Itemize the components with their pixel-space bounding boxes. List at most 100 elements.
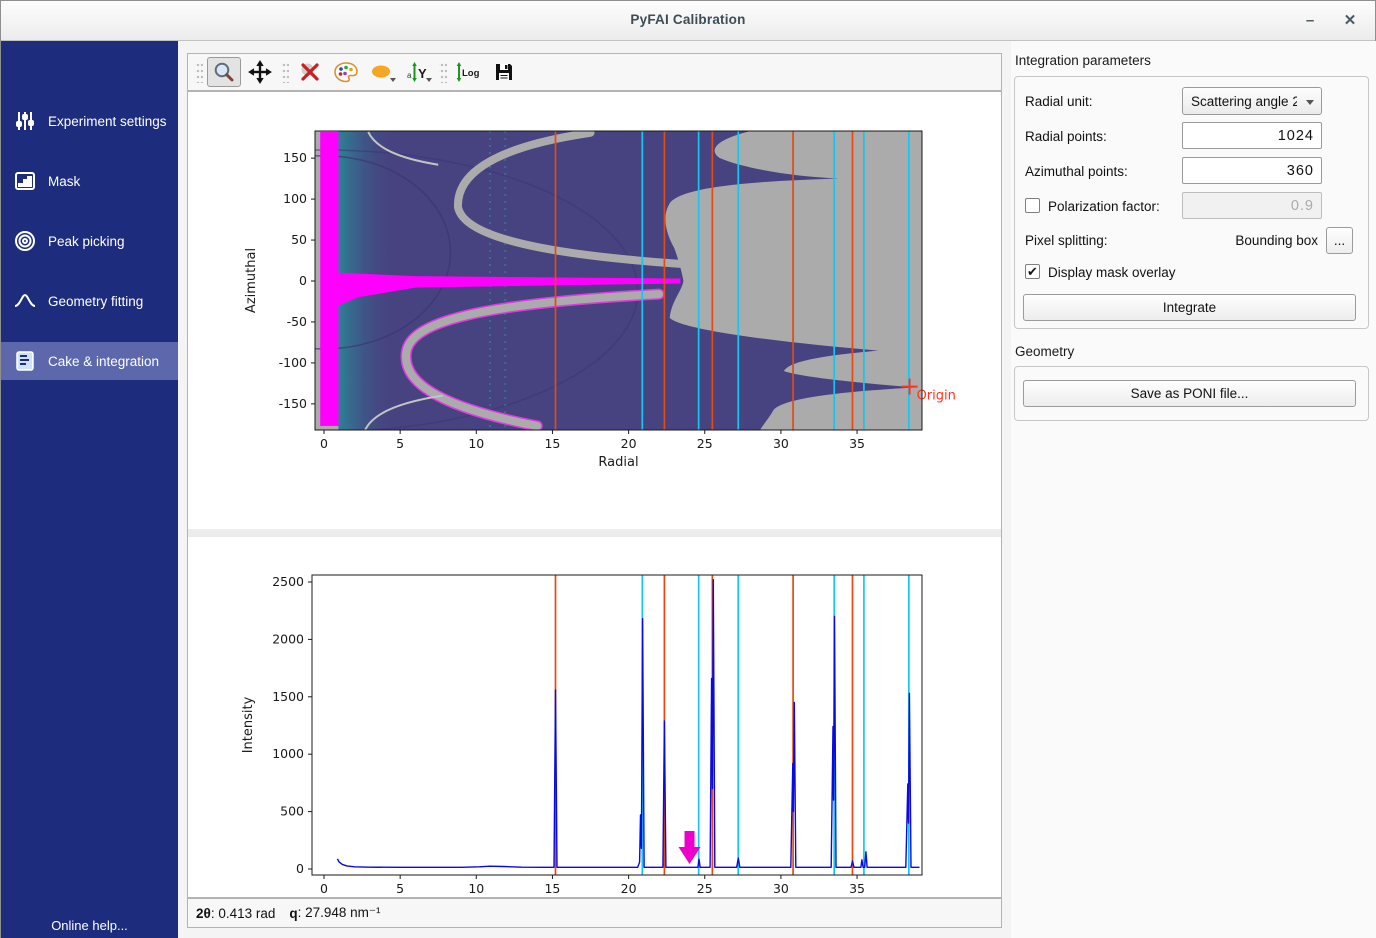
cake-list-icon — [14, 350, 36, 372]
toolbar-grip — [281, 61, 289, 83]
polarization-checkbox[interactable] — [1025, 198, 1040, 213]
peak-curve-icon — [14, 290, 36, 312]
mask-overlay-label: Display mask overlay — [1048, 265, 1176, 280]
svg-text:25: 25 — [697, 881, 713, 896]
svg-text:35: 35 — [849, 881, 865, 896]
zoom-mode-button[interactable] — [207, 57, 241, 87]
pixel-splitting-more-button[interactable]: ... — [1326, 227, 1353, 254]
geometry-group: Save as PONI file... — [1014, 366, 1369, 421]
toolbar-grip — [195, 61, 203, 83]
radial-points-label: Radial points: — [1025, 129, 1107, 144]
right-panel: Integration parameters Radial unit: Scat… — [1011, 41, 1376, 938]
sidebar: Experiment settings Mask Peak picking — [1, 41, 178, 938]
status-theta-label: 2θ — [196, 905, 211, 921]
svg-text:15: 15 — [544, 436, 560, 451]
svg-text:30: 30 — [773, 436, 789, 451]
pan-icon — [248, 60, 272, 84]
svg-text:Intensity: Intensity — [241, 696, 256, 753]
save-button[interactable] — [487, 57, 521, 87]
radial-unit-select[interactable]: Scattering angle 2 — [1182, 87, 1322, 115]
title-bar: PyFAI Calibration – ✕ — [1, 1, 1375, 41]
svg-text:0: 0 — [299, 273, 307, 288]
svg-text:10: 10 — [468, 881, 484, 896]
profile-plot-canvas[interactable]: 0510152025303505001000150020002500Radial… — [188, 537, 1003, 938]
svg-text:30: 30 — [773, 881, 789, 896]
sidebar-item-peak-picking[interactable]: Peak picking — [1, 222, 178, 260]
svg-text:100: 100 — [283, 191, 307, 206]
radial-unit-label: Radial unit: — [1025, 94, 1093, 109]
colormap-palette-icon — [334, 62, 358, 83]
remove-marker-icon — [301, 63, 319, 81]
svg-text:0: 0 — [320, 881, 328, 896]
svg-text:Azimuthal: Azimuthal — [244, 248, 259, 313]
sidebar-item-mask[interactable]: Mask — [1, 162, 178, 200]
svg-text:-50: -50 — [287, 314, 307, 329]
dropdown-caret-icon — [1306, 100, 1314, 105]
save-poni-button[interactable]: Save as PONI file... — [1023, 380, 1356, 407]
status-q-value: : 27.948 nm⁻¹ — [297, 905, 381, 920]
minimize-button[interactable]: – — [1305, 12, 1315, 29]
svg-text:Origin: Origin — [917, 389, 956, 404]
sidebar-item-experiment-settings[interactable]: Experiment settings — [1, 102, 178, 140]
log-scale-button[interactable]: Log — [451, 57, 485, 87]
plot-toolbar: a Y Log — [187, 53, 1002, 91]
svg-text:15: 15 — [544, 881, 560, 896]
sidebar-item-label: Cake & integration — [48, 353, 160, 369]
radial-points-input[interactable] — [1182, 122, 1322, 149]
sidebar-item-cake-integration[interactable]: Cake & integration — [1, 342, 178, 380]
svg-text:Radial: Radial — [598, 455, 638, 470]
concentric-rings-icon — [14, 230, 36, 252]
close-button[interactable]: ✕ — [1343, 12, 1357, 29]
sidebar-item-label: Mask — [48, 173, 81, 189]
svg-text:2000: 2000 — [272, 631, 304, 646]
sidebar-item-geometry-fitting[interactable]: Geometry fitting — [1, 282, 178, 320]
colormap-button[interactable] — [329, 57, 363, 87]
sliders-icon — [14, 110, 36, 132]
svg-text:10: 10 — [468, 436, 484, 451]
svg-text:20: 20 — [621, 881, 637, 896]
azimuthal-points-input[interactable] — [1182, 157, 1322, 184]
plot-separator — [188, 529, 1001, 537]
svg-text:5: 5 — [396, 881, 404, 896]
svg-text:a: a — [407, 71, 412, 80]
svg-text:50: 50 — [291, 232, 307, 247]
mask-image-icon — [14, 170, 36, 192]
pixel-splitting-label: Pixel splitting: — [1025, 233, 1108, 248]
integration-parameters-title: Integration parameters — [1015, 53, 1151, 68]
radial-unit-value: Scattering angle 2 — [1191, 93, 1297, 109]
online-help-link[interactable]: Online help... — [51, 918, 128, 933]
window-title: PyFAI Calibration — [630, 12, 746, 27]
svg-text:-150: -150 — [279, 396, 307, 411]
sidebar-item-label: Peak picking — [48, 233, 125, 249]
svg-text:150: 150 — [283, 150, 307, 165]
sidebar-item-label: Experiment settings — [48, 113, 167, 129]
svg-text:500: 500 — [280, 804, 304, 819]
mask-ellipse-icon — [372, 65, 390, 78]
mask-display-button[interactable] — [365, 57, 399, 87]
mask-overlay-checkbox[interactable]: ✔ — [1025, 264, 1040, 279]
svg-text:25: 25 — [697, 436, 713, 451]
svg-text:0: 0 — [296, 861, 304, 876]
plot-panel: Origin 0 5 10 15 20 25 30 35 150 100 50 0 -50 -100 -150… — [187, 91, 1003, 915]
pixel-splitting-value: Bounding box — [1235, 233, 1318, 248]
autoscale-y-icon: a Y — [407, 62, 427, 82]
cake-plot-canvas[interactable]: Origin 0 5 10 15 20 25 30 35 150 100 50 0 -50 -100 -150… — [188, 92, 1003, 529]
svg-text:Y: Y — [418, 66, 427, 81]
log-scale-icon: Log — [456, 62, 480, 82]
polarization-label: Polarization factor: — [1048, 199, 1160, 214]
svg-text:0: 0 — [320, 436, 328, 451]
dropdown-caret-icon — [390, 78, 396, 82]
remove-marker-button[interactable] — [293, 57, 327, 87]
svg-text:5: 5 — [396, 436, 404, 451]
svg-text:Log: Log — [462, 68, 480, 79]
pan-mode-button[interactable] — [243, 57, 277, 87]
geometry-title: Geometry — [1015, 344, 1075, 359]
toolbar-grip — [439, 61, 447, 83]
magnifier-icon — [214, 62, 234, 82]
integrate-button[interactable]: Integrate — [1023, 294, 1356, 321]
svg-text:35: 35 — [849, 436, 865, 451]
svg-text:1000: 1000 — [272, 746, 304, 761]
save-floppy-icon — [496, 64, 512, 80]
autoscale-y-button[interactable]: a Y — [401, 57, 435, 87]
